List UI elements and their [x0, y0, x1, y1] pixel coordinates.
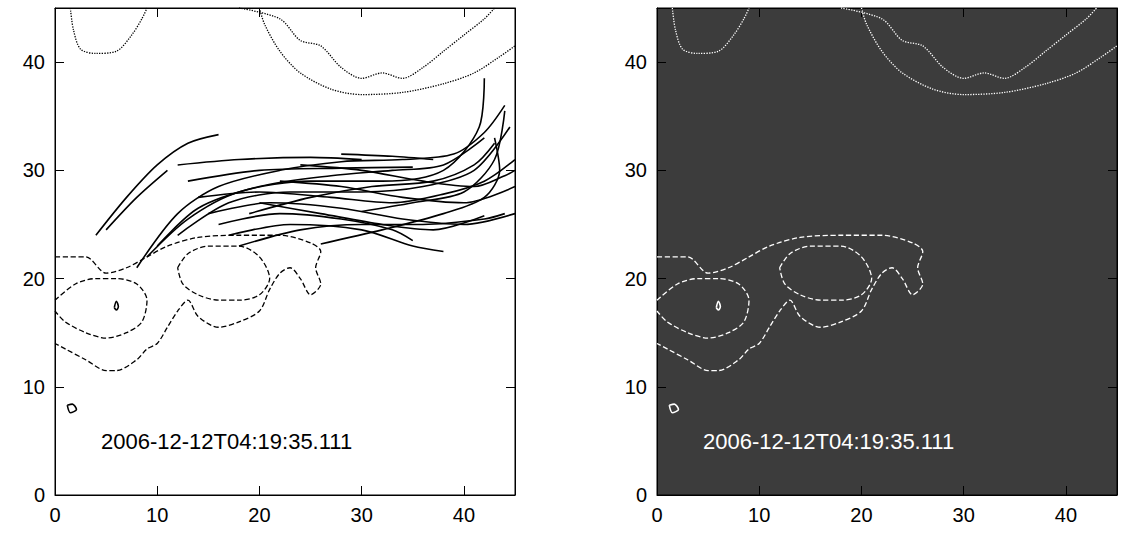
svg-text:0: 0 — [34, 484, 45, 506]
svg-text:20: 20 — [850, 504, 872, 526]
svg-text:0: 0 — [651, 504, 662, 526]
svg-text:2006-12-12T04:19:35.111: 2006-12-12T04:19:35.111 — [101, 429, 352, 454]
svg-text:20: 20 — [248, 504, 270, 526]
svg-text:40: 40 — [23, 51, 45, 73]
svg-text:10: 10 — [146, 504, 168, 526]
svg-text:40: 40 — [453, 504, 475, 526]
svg-text:20: 20 — [625, 268, 647, 290]
svg-text:10: 10 — [625, 376, 647, 398]
svg-text:0: 0 — [636, 484, 647, 506]
svg-text:10: 10 — [23, 376, 45, 398]
svg-text:30: 30 — [953, 504, 975, 526]
svg-text:30: 30 — [351, 504, 373, 526]
svg-text:40: 40 — [1055, 504, 1077, 526]
svg-text:30: 30 — [23, 159, 45, 181]
svg-text:20: 20 — [23, 268, 45, 290]
svg-text:2006-12-12T04:19:35.111: 2006-12-12T04:19:35.111 — [703, 429, 954, 454]
svg-text:30: 30 — [625, 159, 647, 181]
svg-text:0: 0 — [49, 504, 60, 526]
svg-text:40: 40 — [625, 51, 647, 73]
svg-text:10: 10 — [748, 504, 770, 526]
